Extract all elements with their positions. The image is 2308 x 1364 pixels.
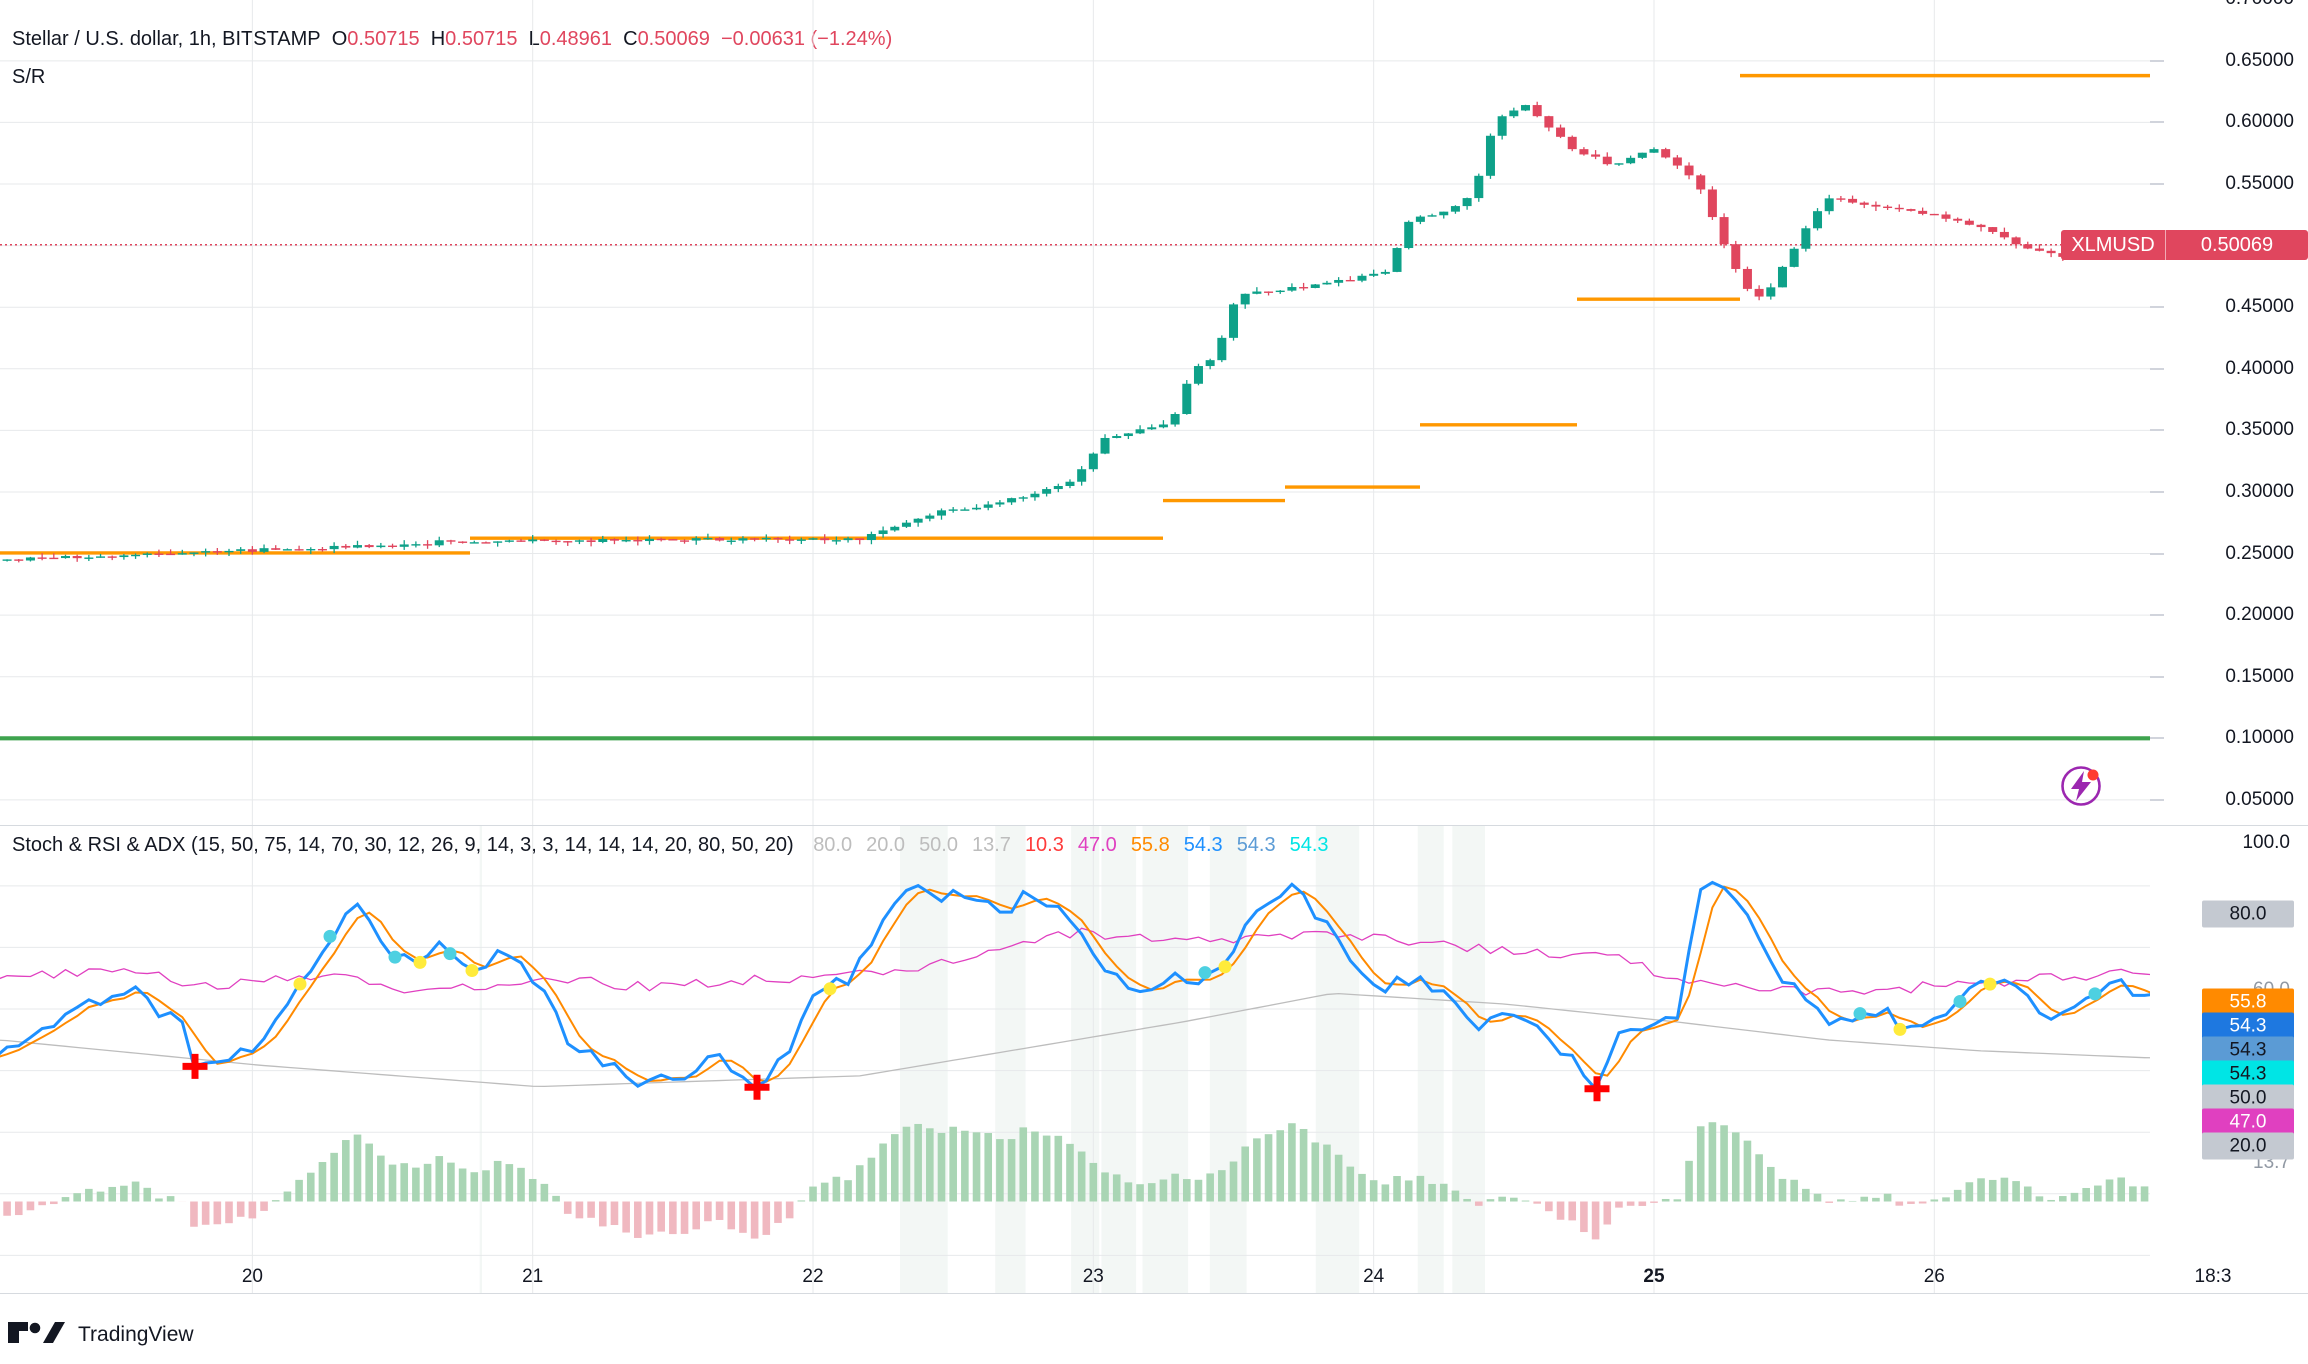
svg-text:TradingView: TradingView [78,1323,194,1346]
